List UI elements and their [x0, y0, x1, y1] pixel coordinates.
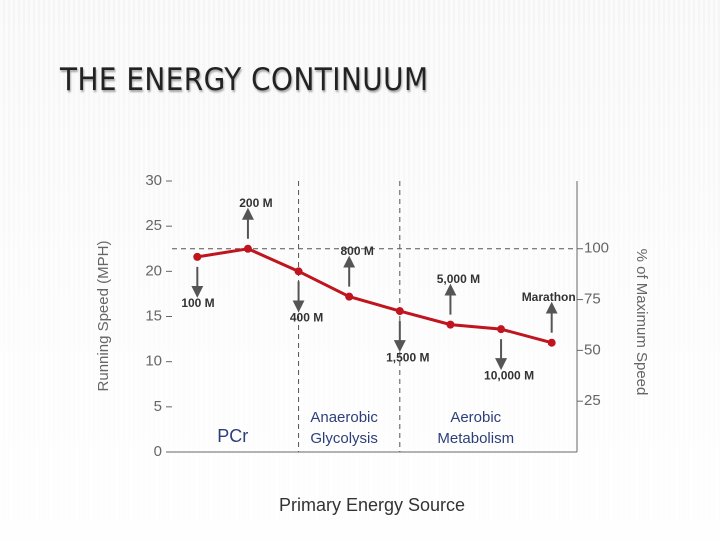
y-tick-label: 5 [154, 398, 162, 415]
region-label: Glycolysis [310, 430, 378, 447]
y-tick-label: 25 [145, 217, 162, 234]
data-line [197, 247, 553, 345]
data-point [243, 244, 252, 253]
category-label: 1,500 M [386, 350, 429, 364]
category-label: 100 M [181, 296, 214, 310]
data-point [395, 307, 404, 316]
data-point [497, 325, 506, 334]
data-point [547, 338, 556, 347]
x-axis-label: Primary Energy Source [279, 495, 465, 515]
slide-title: THE ENERGY CONTINUUM [60, 62, 429, 98]
y-tick-label: 10 [145, 353, 162, 370]
category-label: 5,000 M [437, 272, 480, 286]
category-label: 800 M [341, 244, 374, 258]
y2-tick-label: 100 [584, 240, 609, 257]
region-label: Metabolism [437, 430, 514, 447]
data-point [446, 320, 455, 329]
y-tick-label: 30 [145, 172, 162, 189]
data-point [294, 267, 303, 276]
category-label: 10,000 M [484, 368, 534, 382]
region-label: Aerobic [450, 409, 501, 426]
y2-axis-label: % of Maximum Speed [633, 249, 650, 396]
y-tick-label: 20 [145, 262, 162, 279]
y-tick-label: 0 [154, 443, 162, 460]
y-tick-label: 15 [145, 307, 162, 324]
y2-tick-label: 25 [584, 392, 601, 409]
data-point [345, 292, 354, 301]
region-label: Anaerobic [310, 409, 378, 426]
category-label: 400 M [290, 311, 323, 325]
y2-tick-label: 75 [584, 291, 601, 308]
region-label: PCr [217, 426, 248, 446]
category-label: Marathon [522, 290, 576, 304]
y2-tick-label: 50 [584, 341, 601, 358]
y-axis-label: Running Speed (MPH) [95, 241, 112, 392]
data-point [193, 252, 202, 261]
category-label: 200 M [239, 196, 272, 210]
